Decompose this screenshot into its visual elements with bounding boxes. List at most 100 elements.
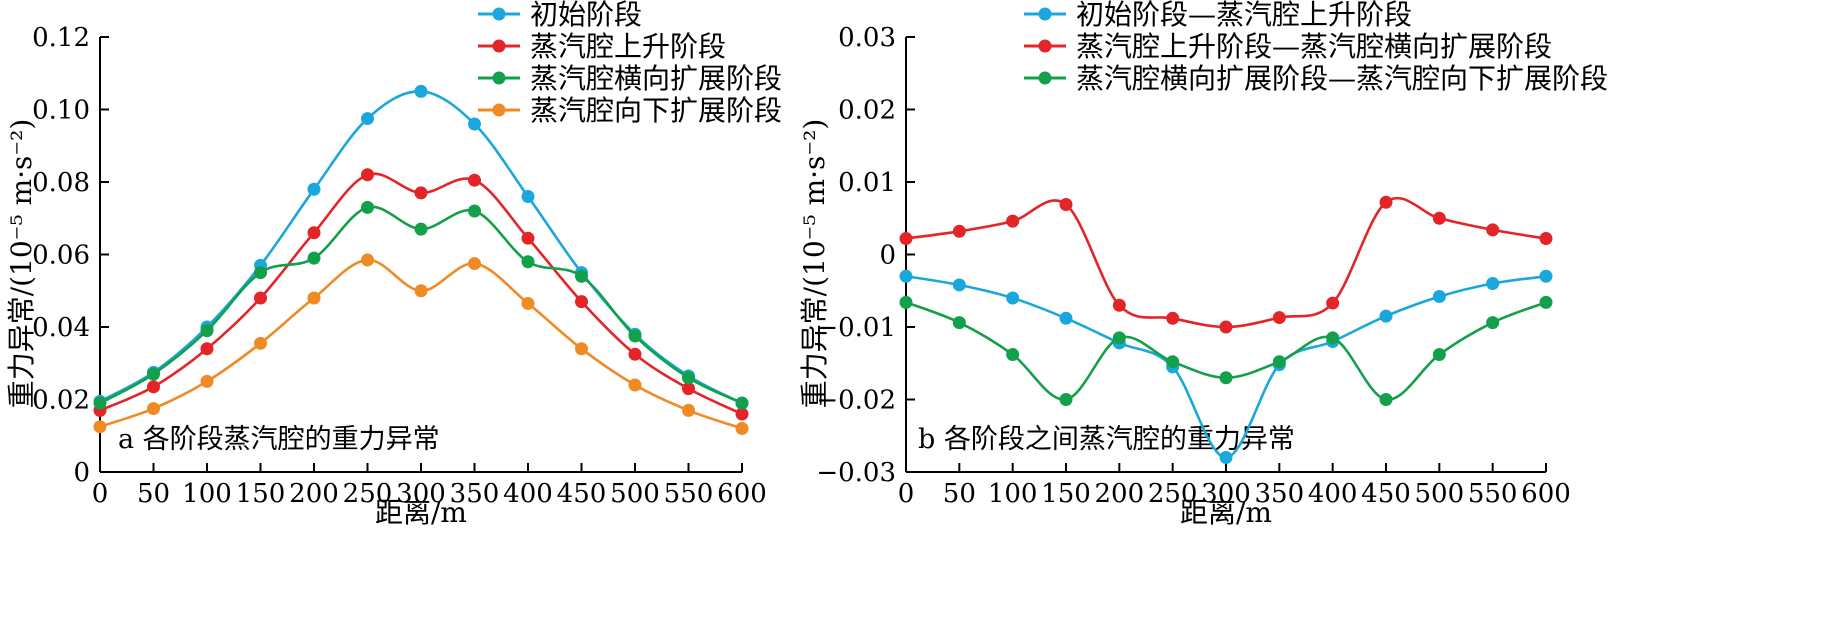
data-point-a-4 <box>521 296 535 310</box>
data-point-b-3 <box>1379 393 1393 406</box>
data-point-a-3 <box>521 255 535 269</box>
data-point-a-2 <box>628 347 642 361</box>
data-point-a-4 <box>254 336 267 350</box>
x-tick-label-b: 350 <box>1255 479 1305 509</box>
y-tick-label-a: 0.06 <box>32 241 90 271</box>
x-tick-label-b: 150 <box>1041 479 1091 509</box>
data-point-b-1 <box>952 278 966 292</box>
legend-label-a-1: 初始阶段 <box>530 0 642 31</box>
x-tick-label-a: 150 <box>236 479 286 509</box>
y-tick-label-a: 0.08 <box>32 168 90 198</box>
y-tick-label-b: 0.01 <box>838 168 896 198</box>
data-point-b-2 <box>952 224 966 238</box>
legend-marker-b-1 <box>1038 7 1052 21</box>
data-point-a-3 <box>682 371 695 385</box>
data-point-a-1 <box>468 117 481 131</box>
data-point-a-2 <box>468 173 481 187</box>
chart-panel-a: 0 50 100 150 200 250 300 350 400 450 500 550 600 0 0.0… <box>5 0 782 529</box>
x-axis-title-b: 距离/m <box>1180 496 1272 529</box>
data-point-b-1 <box>1219 451 1233 464</box>
y-tick-label-a: 0.12 <box>32 23 90 53</box>
data-point-b-3 <box>1272 355 1286 369</box>
data-point-b-3 <box>899 295 913 309</box>
data-point-a-4 <box>361 253 374 267</box>
x-tick-label-a: 0 <box>92 479 109 509</box>
data-point-b-1 <box>899 269 913 283</box>
data-point-a-2 <box>682 382 695 396</box>
data-point-b-1 <box>1059 311 1073 325</box>
x-tick-label-a: 250 <box>343 479 393 509</box>
x-tick-label-a: 100 <box>182 479 232 509</box>
data-point-a-2 <box>521 231 535 245</box>
series-line-b-2 <box>905 196 1547 329</box>
data-point-b-2 <box>1326 296 1340 310</box>
data-point-b-3 <box>1112 331 1126 345</box>
data-point-a-3 <box>147 367 160 381</box>
data-point-a-2 <box>254 291 267 305</box>
data-point-b-2 <box>1432 211 1446 225</box>
data-point-a-3 <box>735 396 749 410</box>
data-point-a-3 <box>361 200 374 214</box>
legend-label-a-2: 蒸汽腔上升阶段 <box>530 30 726 63</box>
series-line-b-3 <box>905 301 1547 401</box>
x-tick-label-b: 300 <box>1201 479 1251 509</box>
y-tick-label-b: 0.02 <box>838 96 896 126</box>
data-point-b-2 <box>899 232 913 246</box>
data-point-a-3 <box>254 266 267 280</box>
legend-marker-a-1 <box>492 7 506 21</box>
data-point-a-1 <box>521 190 535 203</box>
data-point-b-2 <box>1272 311 1286 325</box>
y-tick-label-b: −0.03 <box>816 458 896 488</box>
data-point-a-1 <box>307 182 321 196</box>
x-tick-label-a: 300 <box>396 479 446 509</box>
panel-annotation-a: a 各阶段蒸汽腔的重力异常 <box>118 424 440 455</box>
legend-label-b-1: 初始阶段—蒸汽腔上升阶段 <box>1076 0 1412 31</box>
chart-panel-b: 0 50 100 150 200 250 300 350 400 450 500 550 600 −0.0… <box>798 0 1608 529</box>
data-point-b-1 <box>1379 309 1393 323</box>
data-point-a-4 <box>200 374 214 388</box>
y-axis-title-a: 重力异常/(10⁻⁵ m·s⁻²) <box>5 119 38 409</box>
data-point-b-3 <box>1059 393 1073 406</box>
legend-label-a-3: 蒸汽腔横向扩展阶段 <box>530 62 782 95</box>
data-point-a-1 <box>361 112 374 126</box>
data-point-a-3 <box>468 204 481 218</box>
y-tick-label-b: 0.03 <box>838 23 896 53</box>
x-axis-title-a: 距离/m <box>375 496 467 529</box>
data-point-b-3 <box>1539 295 1553 309</box>
data-point-b-3 <box>952 316 966 330</box>
y-axis-title-b: 重力异常/(10⁻⁵ m·s⁻²) <box>798 119 831 409</box>
x-tick-label-b: 0 <box>898 479 915 509</box>
data-point-b-1 <box>1486 277 1500 290</box>
series-line-a-3 <box>99 205 743 405</box>
data-point-b-3 <box>1486 316 1500 330</box>
x-tick-label-a: 500 <box>610 479 660 509</box>
data-point-b-1 <box>1539 269 1553 283</box>
data-point-a-4 <box>414 284 428 298</box>
x-tick-label-b: 400 <box>1308 479 1358 509</box>
data-point-a-3 <box>575 269 588 283</box>
data-point-b-3 <box>1006 348 1020 362</box>
data-point-a-4 <box>307 291 321 305</box>
x-tick-label-b: 500 <box>1415 479 1465 509</box>
y-tick-label-b: −0.01 <box>816 313 896 343</box>
legend-label-b-3: 蒸汽腔横向扩展阶段—蒸汽腔向下扩展阶段 <box>1076 62 1608 95</box>
x-tick-label-a: 200 <box>289 479 339 509</box>
data-point-a-2 <box>735 407 749 421</box>
y-tick-label-b: −0.02 <box>816 386 896 416</box>
data-point-b-1 <box>1432 290 1446 304</box>
y-tick-label-a: 0 <box>73 458 90 488</box>
y-tick-label-b: 0 <box>879 241 896 271</box>
data-point-b-2 <box>1539 232 1553 246</box>
data-point-b-2 <box>1379 195 1393 209</box>
data-point-b-3 <box>1326 331 1340 345</box>
legend-label-b-2: 蒸汽腔上升阶段—蒸汽腔横向扩展阶段 <box>1076 30 1552 63</box>
legend-marker-b-2 <box>1038 39 1052 53</box>
legend-marker-a-3 <box>492 71 506 85</box>
data-point-a-2 <box>200 342 214 356</box>
data-point-a-3 <box>628 329 642 343</box>
data-point-b-2 <box>1059 197 1073 211</box>
data-point-b-1 <box>1006 291 1020 305</box>
data-point-a-4 <box>628 378 642 392</box>
data-point-b-2 <box>1006 214 1020 228</box>
x-tick-label-b: 50 <box>943 479 976 509</box>
